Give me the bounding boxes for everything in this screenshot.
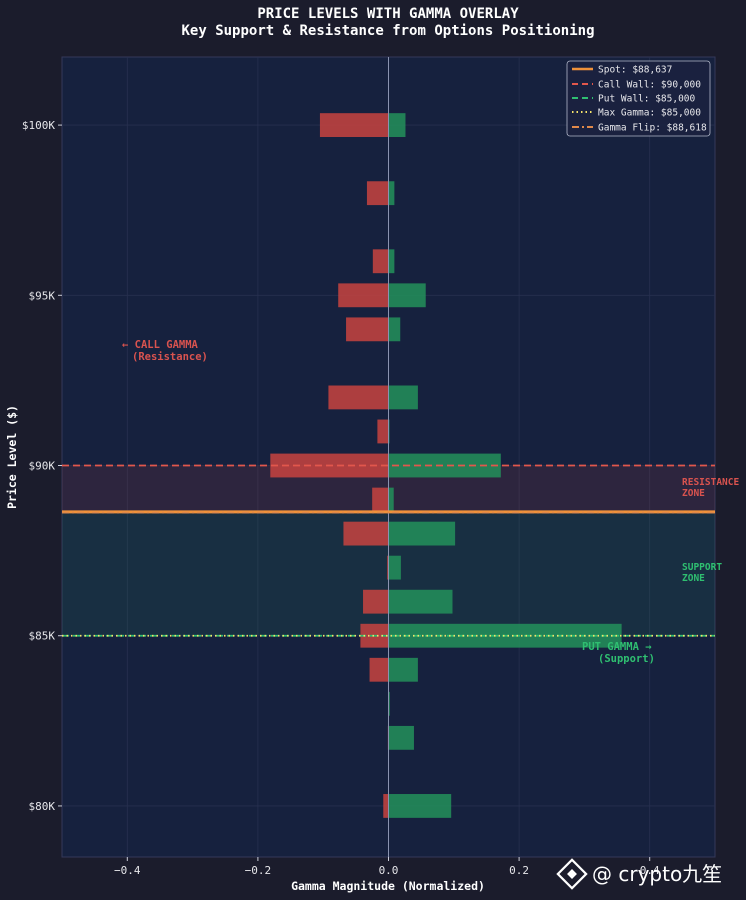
- x-tick-label: −0.4: [114, 864, 141, 877]
- put-gamma-bar-84000: [388, 657, 418, 682]
- put-gamma-bar-100000: [388, 113, 406, 137]
- put-gamma-annotation: PUT GAMMA →: [582, 641, 652, 653]
- x-tick-label: 0.0: [379, 864, 399, 877]
- support-zone-label-sub: ZONE: [682, 573, 705, 584]
- call-gamma-bar-95000: [338, 283, 389, 308]
- put-gamma-bar-82000: [388, 725, 414, 750]
- watermark: @ crypto九笙: [556, 858, 722, 890]
- put-gamma-bar-86000: [388, 589, 453, 614]
- call-gamma-annotation-sub: (Resistance): [132, 351, 208, 363]
- put-gamma-bar-88000: [388, 521, 456, 546]
- put-gamma-bar-89000: [388, 487, 394, 512]
- x-tick-label: −0.2: [245, 864, 272, 877]
- call-gamma-bar-86000: [363, 589, 389, 614]
- legend: Spot: $88,637 Call Wall: $90,000 Put Wal…: [566, 60, 711, 137]
- x-axis-label: Gamma Magnitude (Normalized): [291, 879, 485, 893]
- legend-gamma-flip: Gamma Flip: $88,618: [598, 123, 707, 134]
- put-gamma-bar-95000: [388, 283, 426, 308]
- y-tick-label: $100K: [22, 119, 55, 132]
- call-gamma-bar-98000: [366, 181, 389, 206]
- legend-spot: Spot: $88,637: [598, 65, 672, 76]
- call-gamma-bar-91000: [377, 419, 389, 444]
- put-gamma-bar-98000: [388, 181, 395, 206]
- y-tick-label: $95K: [29, 289, 56, 302]
- legend-box: [566, 60, 711, 137]
- axis-ticks: $80K $85K $90K $95K $100K −0.4 −0.2 0.0 0.2 0.4: [22, 119, 660, 877]
- call-gamma-bar-100000: [319, 113, 389, 137]
- call-gamma-bar-88000: [343, 521, 389, 546]
- y-tick-label: $80K: [29, 800, 56, 813]
- put-gamma-bar-92000: [388, 385, 418, 410]
- call-gamma-bar-80000: [383, 794, 389, 818]
- put-gamma-bar-90000: [388, 453, 501, 478]
- resistance-zone-label-sub: ZONE: [682, 488, 705, 499]
- chart-subtitle: Key Support & Resistance from Options Po…: [181, 23, 594, 39]
- call-gamma-bar-92000: [328, 385, 389, 410]
- watermark-text: @ crypto九笙: [592, 862, 722, 886]
- legend-call-wall: Call Wall: $90,000: [598, 80, 701, 91]
- x-tick-label: 0.4: [640, 864, 660, 877]
- put-gamma-bar-96000: [388, 249, 395, 274]
- chart-title: PRICE LEVELS WITH GAMMA OVERLAY: [257, 6, 519, 22]
- y-tick-label: $90K: [29, 460, 56, 473]
- resistance-zone-label: RESISTANCE: [682, 477, 739, 488]
- put-gamma-bar-94000: [388, 317, 401, 342]
- support-zone-label: SUPPORT: [682, 562, 722, 573]
- binance-logo-icon: [556, 858, 588, 890]
- x-tick-label: 0.2: [509, 864, 529, 877]
- call-gamma-bar-87000: [387, 555, 389, 580]
- call-gamma-bar-89000: [372, 487, 389, 512]
- y-axis-label: Price Level ($): [5, 405, 19, 509]
- call-gamma-bar-84000: [369, 657, 389, 682]
- call-gamma-annotation: ← CALL GAMMA: [122, 339, 199, 351]
- call-gamma-bar-94000: [346, 317, 389, 342]
- call-gamma-bar-96000: [372, 249, 389, 274]
- put-gamma-bar-83000: [388, 691, 390, 716]
- legend-max-gamma: Max Gamma: $85,000: [598, 108, 701, 119]
- put-gamma-bar-87000: [388, 555, 401, 580]
- legend-put-wall: Put Wall: $85,000: [598, 94, 696, 105]
- reference-lines: [62, 464, 715, 637]
- put-gamma-bar-80000: [388, 794, 452, 818]
- put-gamma-annotation-sub: (Support): [598, 653, 655, 665]
- y-tick-label: $85K: [29, 630, 56, 643]
